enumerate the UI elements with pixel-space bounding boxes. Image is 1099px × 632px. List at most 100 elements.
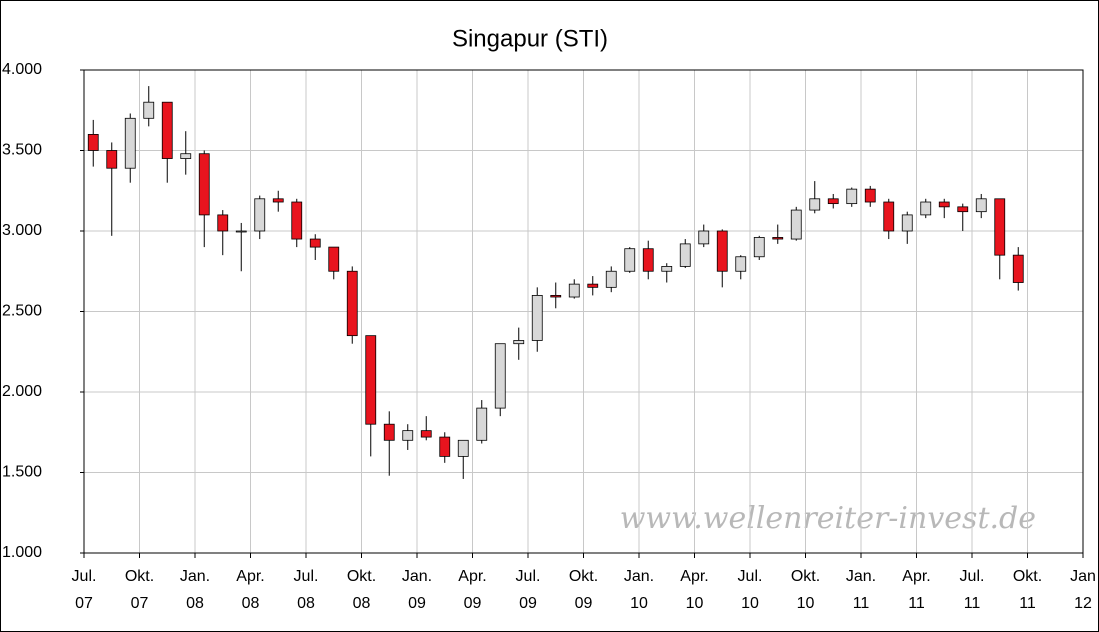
- candle-body: [106, 150, 118, 169]
- candle-body: [568, 283, 580, 298]
- candle-body: [457, 439, 469, 457]
- candle-body: [716, 230, 728, 272]
- candle-body: [180, 153, 192, 159]
- candle-body: [846, 188, 858, 205]
- candle-body: [217, 214, 229, 232]
- y-tick-label: 2.500: [2, 303, 42, 320]
- candle-body: [1012, 254, 1024, 283]
- x-tick-label: Jan.: [624, 568, 654, 585]
- candle-body: [87, 133, 99, 151]
- x-tick-label: 11: [964, 595, 981, 612]
- candle-body: [975, 198, 987, 213]
- candle-body: [531, 294, 543, 341]
- x-tick-label: Jul.: [516, 568, 541, 585]
- candle-body: [698, 230, 710, 245]
- x-tick-label: 09: [575, 595, 593, 612]
- candle-body: [827, 198, 839, 205]
- candle-body: [735, 256, 747, 272]
- candle-body: [235, 230, 247, 233]
- x-tick-label: 08: [186, 595, 204, 612]
- x-tick-label: Jan.: [402, 568, 432, 585]
- x-tick-label: 11: [853, 595, 870, 612]
- candle-body: [587, 283, 599, 288]
- candle-body: [864, 188, 876, 203]
- candle-body: [513, 340, 525, 345]
- candle-body: [938, 201, 950, 208]
- candle-body: [476, 407, 488, 441]
- x-tick-label: 07: [75, 595, 93, 612]
- candle-body: [124, 117, 136, 169]
- chart-title: Singapur (STI): [452, 25, 608, 52]
- candle-body: [642, 248, 654, 272]
- candle-body: [272, 198, 284, 203]
- candle-body: [994, 198, 1006, 256]
- candle-body: [957, 206, 969, 213]
- candle-body: [254, 198, 266, 232]
- y-tick-label: 4.000: [2, 61, 42, 78]
- x-tick-label: Jul.: [960, 568, 985, 585]
- candle-body: [143, 101, 155, 119]
- candle-body: [328, 246, 340, 272]
- x-tick-label: 10: [686, 595, 704, 612]
- x-tick-label: Okt.: [125, 568, 154, 585]
- x-tick-label: 11: [908, 595, 925, 612]
- x-tick-label: 09: [408, 595, 426, 612]
- candle-body: [679, 243, 691, 267]
- candle-body: [383, 423, 395, 441]
- x-tick-label: Apr.: [680, 568, 708, 585]
- y-tick-label: 2.000: [2, 383, 42, 400]
- y-tick-label: 1.000: [2, 544, 42, 561]
- x-tick-label: 12: [1074, 595, 1092, 612]
- x-tick-label: Jul.: [294, 568, 319, 585]
- candle-body: [161, 101, 173, 159]
- candle-body: [605, 270, 617, 288]
- x-tick-label: 10: [630, 595, 648, 612]
- x-tick-label: Okt.: [791, 568, 820, 585]
- candle-body: [790, 209, 802, 240]
- candle-body: [883, 201, 895, 232]
- candle-body: [809, 198, 821, 211]
- watermark: www.wellenreiter-invest.de: [620, 501, 1036, 536]
- x-tick-label: 10: [797, 595, 815, 612]
- x-tick-label: Okt.: [569, 568, 598, 585]
- x-tick-label: 10: [741, 595, 759, 612]
- x-tick-label: Jan: [1070, 568, 1096, 585]
- candle-body: [291, 201, 303, 240]
- candle-body: [420, 430, 432, 438]
- candle-body: [901, 214, 913, 232]
- x-tick-label: 08: [353, 595, 371, 612]
- x-tick-label: Apr.: [236, 568, 264, 585]
- plot-border: [83, 69, 1084, 554]
- x-tick-label: Jul.: [72, 568, 97, 585]
- candle-body: [550, 294, 562, 298]
- candle-body: [198, 153, 210, 216]
- candle-body: [494, 343, 506, 409]
- y-tick-label: 3.500: [2, 142, 42, 159]
- candle-body: [661, 266, 673, 272]
- x-tick-label: 09: [464, 595, 482, 612]
- x-tick-label: 08: [297, 595, 315, 612]
- x-tick-label: 07: [131, 595, 149, 612]
- candle-body: [309, 238, 321, 248]
- x-tick-label: Jan.: [180, 568, 210, 585]
- candle-body: [402, 430, 414, 441]
- candle-body: [772, 237, 784, 240]
- x-tick-label: Apr.: [458, 568, 486, 585]
- candle-body: [920, 201, 932, 216]
- candle-body: [365, 335, 377, 425]
- x-tick-label: Jan.: [846, 568, 876, 585]
- x-tick-label: 11: [1019, 595, 1036, 612]
- y-tick-label: 1.500: [2, 464, 42, 481]
- candle-body: [346, 270, 358, 337]
- candle-body: [439, 436, 451, 457]
- x-tick-label: 09: [519, 595, 537, 612]
- candle-body: [753, 237, 765, 258]
- x-tick-label: 08: [242, 595, 260, 612]
- candle-body: [624, 248, 636, 272]
- x-tick-label: Jul.: [738, 568, 763, 585]
- y-tick-label: 3.000: [2, 222, 42, 239]
- x-tick-label: Okt.: [347, 568, 376, 585]
- x-tick-label: Apr.: [902, 568, 930, 585]
